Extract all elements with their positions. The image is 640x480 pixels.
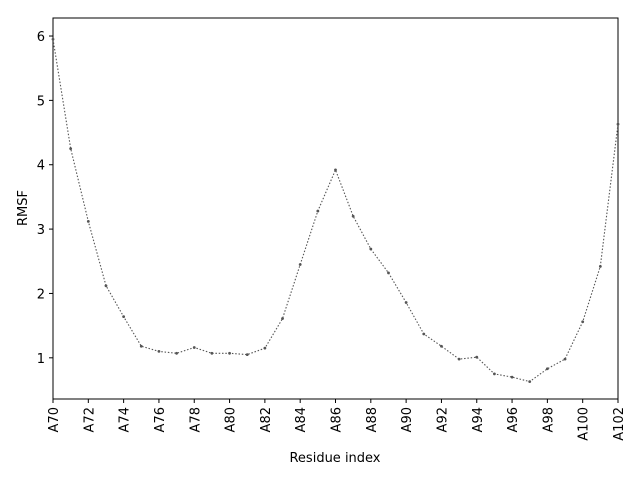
data-point-A79	[210, 351, 214, 355]
data-point-A97	[528, 380, 532, 384]
data-point-A76	[157, 349, 161, 353]
x-axis-ticks: A70 A72 A74 A76 A78 A80 A82 A84 A86 A88 A90 A92 A94 A…	[47, 399, 627, 441]
data-point-A70	[51, 37, 55, 41]
data-point-A94	[475, 355, 479, 359]
data-point-A85	[316, 209, 320, 213]
x-tick-label: A82	[259, 407, 274, 432]
data-point-A89	[387, 271, 390, 275]
x-tick-label: A84	[294, 407, 309, 432]
y-axis-ticks: 1 2 3 4 5 6	[37, 30, 53, 367]
data-point-A98	[545, 367, 549, 371]
x-tick-label: A78	[188, 407, 203, 432]
data-point-A87	[351, 214, 355, 218]
data-point-A100	[581, 320, 585, 324]
x-tick-label: A76	[153, 407, 168, 432]
data-point-A92	[440, 344, 443, 348]
data-point-A81	[245, 353, 249, 356]
x-tick-label: A98	[541, 407, 556, 432]
x-tick-label: A70	[47, 407, 62, 432]
data-point-A82	[263, 346, 267, 350]
x-tick-label: A96	[506, 407, 521, 432]
data-point-A90	[404, 301, 408, 304]
data-point-A72	[86, 219, 90, 223]
data-point-A101	[598, 265, 602, 268]
data-point-A91	[422, 332, 426, 336]
x-tick-label: A80	[224, 407, 239, 432]
x-tick-label: A86	[330, 407, 345, 432]
x-tick-label: A94	[471, 407, 486, 432]
y-tick-label: 1	[37, 352, 45, 367]
y-tick-label: 4	[37, 159, 45, 174]
data-point-A84	[298, 263, 302, 266]
data-point-A75	[139, 344, 143, 348]
y-tick-label: 3	[37, 223, 45, 238]
x-tick-label: A102	[612, 407, 627, 441]
x-tick-label: A88	[365, 407, 380, 432]
y-tick-label: 2	[37, 287, 45, 302]
plot-frame	[52, 17, 619, 400]
data-point-A93	[457, 357, 461, 361]
y-tick-label: 5	[37, 94, 45, 109]
series-layer	[51, 37, 620, 384]
data-point-A77	[175, 351, 178, 355]
x-tick-label: A100	[577, 407, 592, 441]
y-axis-title: RMSF	[16, 190, 31, 226]
data-point-A102	[616, 122, 620, 126]
data-point-A83	[281, 317, 284, 320]
data-point-A86	[334, 168, 337, 172]
data-point-A78	[192, 346, 196, 349]
x-tick-label: A74	[118, 407, 133, 432]
data-point-A73	[104, 284, 108, 288]
data-point-A71	[69, 147, 73, 151]
x-tick-label: A72	[82, 407, 97, 432]
data-point-A74	[122, 315, 126, 319]
data-point-A99	[563, 357, 567, 361]
rmsf-series-line	[52, 39, 619, 383]
data-point-A95	[493, 372, 496, 376]
data-point-A96	[510, 375, 514, 379]
x-tick-label: A92	[435, 407, 450, 432]
data-point-A88	[369, 247, 373, 251]
data-point-A80	[228, 351, 231, 355]
x-tick-label: A90	[400, 407, 415, 432]
x-axis-title: Residue index	[289, 451, 380, 466]
y-tick-label: 6	[37, 30, 45, 45]
